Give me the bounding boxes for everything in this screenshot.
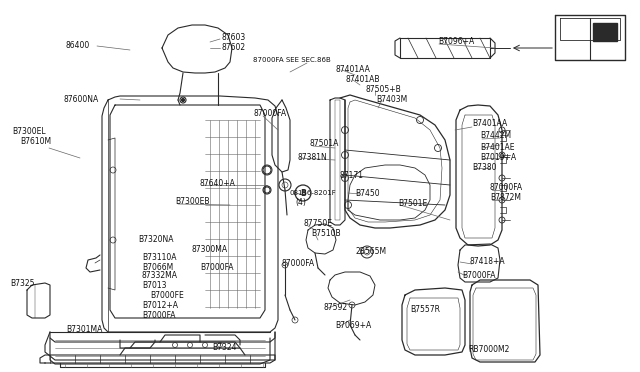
Text: B7380: B7380 xyxy=(472,164,497,173)
Text: B7325: B7325 xyxy=(10,279,35,288)
Text: B7300EL: B7300EL xyxy=(12,128,45,137)
Text: 87401AB: 87401AB xyxy=(346,74,381,83)
Text: B7000FA: B7000FA xyxy=(462,270,495,279)
Text: B7000FA: B7000FA xyxy=(200,263,234,272)
Text: B7450: B7450 xyxy=(355,189,380,198)
Text: 87000FA: 87000FA xyxy=(253,109,286,119)
Text: B7401AA: B7401AA xyxy=(472,119,508,128)
Text: 86400: 86400 xyxy=(65,42,89,51)
Text: 08156-8201F: 08156-8201F xyxy=(290,190,337,196)
Text: (4): (4) xyxy=(295,198,306,206)
Text: B7013: B7013 xyxy=(142,282,166,291)
Text: B7012+A: B7012+A xyxy=(142,301,178,310)
Text: B: B xyxy=(300,189,306,198)
Text: B7442M: B7442M xyxy=(480,131,511,141)
Text: B7320NA: B7320NA xyxy=(138,235,173,244)
Text: 87750E: 87750E xyxy=(304,219,333,228)
Text: 87501A: 87501A xyxy=(309,140,339,148)
Text: B7872M: B7872M xyxy=(490,193,521,202)
Text: B7510B: B7510B xyxy=(311,230,340,238)
Text: 87381N: 87381N xyxy=(297,153,327,161)
Text: B7066M: B7066M xyxy=(142,263,173,272)
Text: 87600NA: 87600NA xyxy=(63,94,99,103)
Text: 87000FA: 87000FA xyxy=(490,183,523,192)
Text: 2B565M: 2B565M xyxy=(355,247,386,257)
Text: B73110A: B73110A xyxy=(142,253,177,263)
Text: 87332MA: 87332MA xyxy=(142,272,178,280)
Text: B7019+A: B7019+A xyxy=(480,154,516,163)
Text: 87418+A: 87418+A xyxy=(470,257,506,266)
Text: 87603: 87603 xyxy=(222,33,246,42)
Text: B7403M: B7403M xyxy=(376,94,407,103)
Text: B7000FA: B7000FA xyxy=(142,311,175,320)
Text: 87640+A: 87640+A xyxy=(200,179,236,187)
Text: B7557R: B7557R xyxy=(410,305,440,314)
Text: 87300MA: 87300MA xyxy=(192,244,228,253)
Circle shape xyxy=(182,99,184,102)
Text: B7069+A: B7069+A xyxy=(335,321,371,330)
Bar xyxy=(593,23,617,41)
Text: 87505+B: 87505+B xyxy=(366,84,402,93)
Text: B7401AE: B7401AE xyxy=(480,142,515,151)
Text: B7000FE: B7000FE xyxy=(150,291,184,299)
Text: 87602: 87602 xyxy=(222,44,246,52)
Text: 87592: 87592 xyxy=(323,302,347,311)
Text: B7096+A: B7096+A xyxy=(438,36,474,45)
Text: 87401AA: 87401AA xyxy=(335,64,370,74)
Text: B7300EB: B7300EB xyxy=(175,198,209,206)
Text: 87171: 87171 xyxy=(340,171,364,180)
Text: B7301MA: B7301MA xyxy=(66,326,102,334)
Text: 87000FA: 87000FA xyxy=(282,259,315,267)
Text: RB7000M2: RB7000M2 xyxy=(468,344,509,353)
Text: B7501E: B7501E xyxy=(398,199,428,208)
Text: 87000FA SEE SEC.86B: 87000FA SEE SEC.86B xyxy=(253,57,331,63)
Text: B7324: B7324 xyxy=(212,343,237,353)
Text: B7610M: B7610M xyxy=(20,138,51,147)
